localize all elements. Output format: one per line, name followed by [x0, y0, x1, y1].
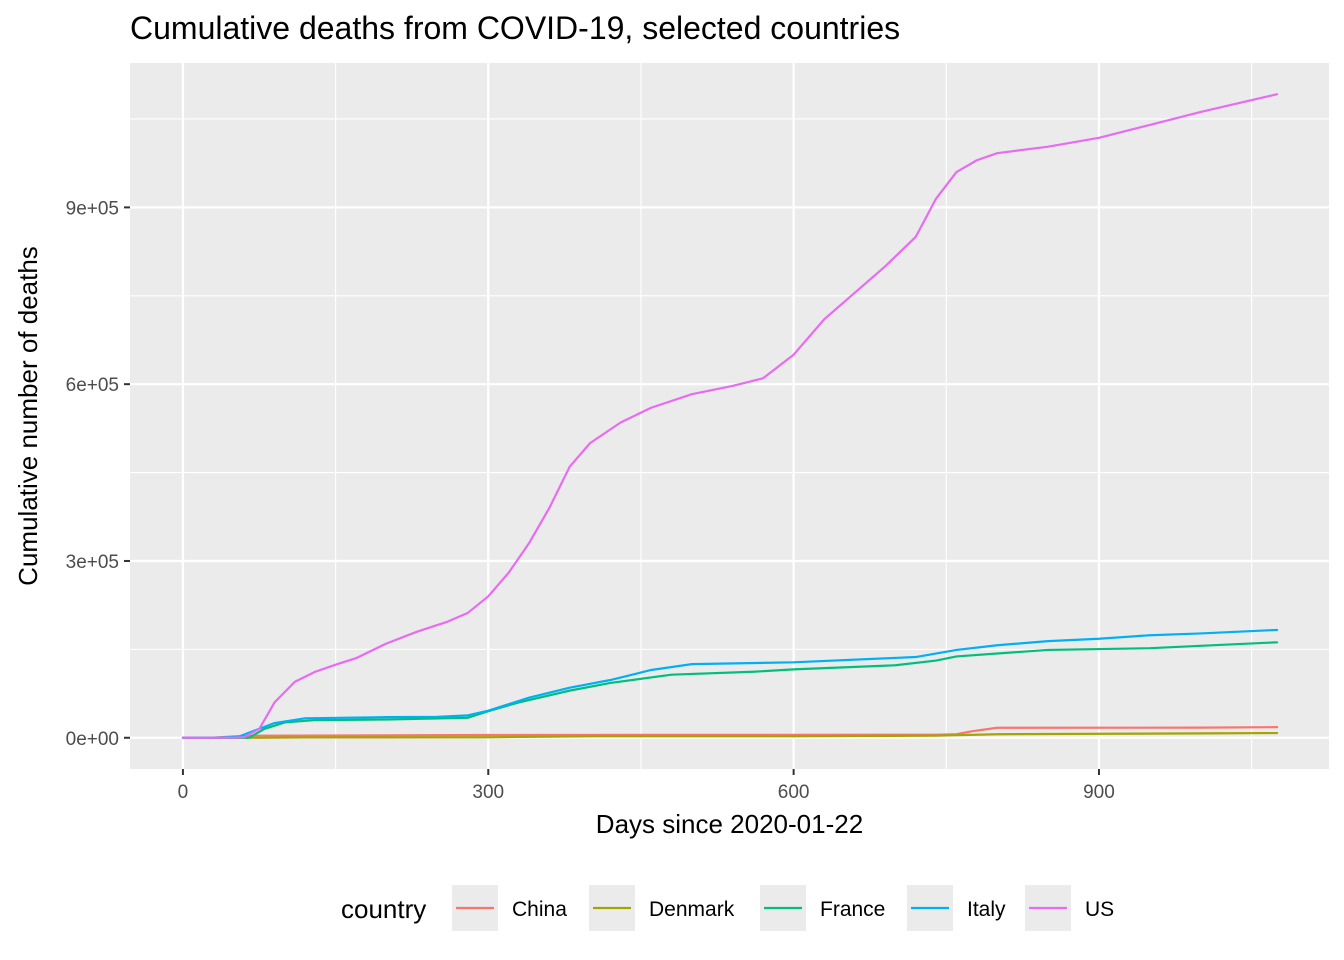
series-line-italy — [181, 628, 1279, 739]
legend-item-china: China — [452, 885, 567, 931]
series-lines — [181, 93, 1279, 739]
chart-title: Cumulative deaths from COVID-19, selecte… — [130, 10, 900, 46]
x-tick-label: 0 — [178, 782, 189, 803]
legend-label: China — [512, 898, 567, 921]
x-tick-label: 600 — [778, 782, 810, 803]
x-tick-label: 900 — [1083, 782, 1115, 803]
series-line-denmark — [181, 731, 1279, 739]
y-axis: 0e+00 3e+05 6e+05 9e+05 — [66, 198, 130, 750]
y-tick-label: 9e+05 — [66, 198, 119, 219]
legend-item-us: US — [1025, 885, 1114, 931]
grid-major — [130, 63, 1329, 769]
legend-label: US — [1085, 898, 1114, 921]
legend-item-denmark: Denmark — [589, 885, 735, 931]
legend-title: country — [341, 894, 426, 924]
y-tick-label: 3e+05 — [66, 552, 119, 573]
legend-label: Denmark — [649, 898, 735, 921]
y-tick-label: 0e+00 — [66, 729, 119, 750]
x-tick-label: 300 — [472, 782, 504, 803]
legend-label: Italy — [967, 898, 1006, 921]
y-axis-title: Cumulative number of deaths — [13, 246, 43, 586]
legend-item-france: France — [760, 885, 885, 931]
legend: China Denmark France Italy US — [452, 885, 1114, 931]
legend-label: France — [820, 898, 885, 921]
series-line-us — [181, 93, 1279, 739]
y-tick-label: 6e+05 — [66, 375, 119, 396]
grid-minor — [130, 63, 1329, 769]
x-axis: 0 300 600 900 — [178, 769, 1115, 803]
x-axis-title: Days since 2020-01-22 — [596, 809, 863, 839]
legend-item-italy: Italy — [907, 885, 1006, 931]
series-line-france — [181, 641, 1279, 739]
plot-panel — [130, 63, 1329, 769]
